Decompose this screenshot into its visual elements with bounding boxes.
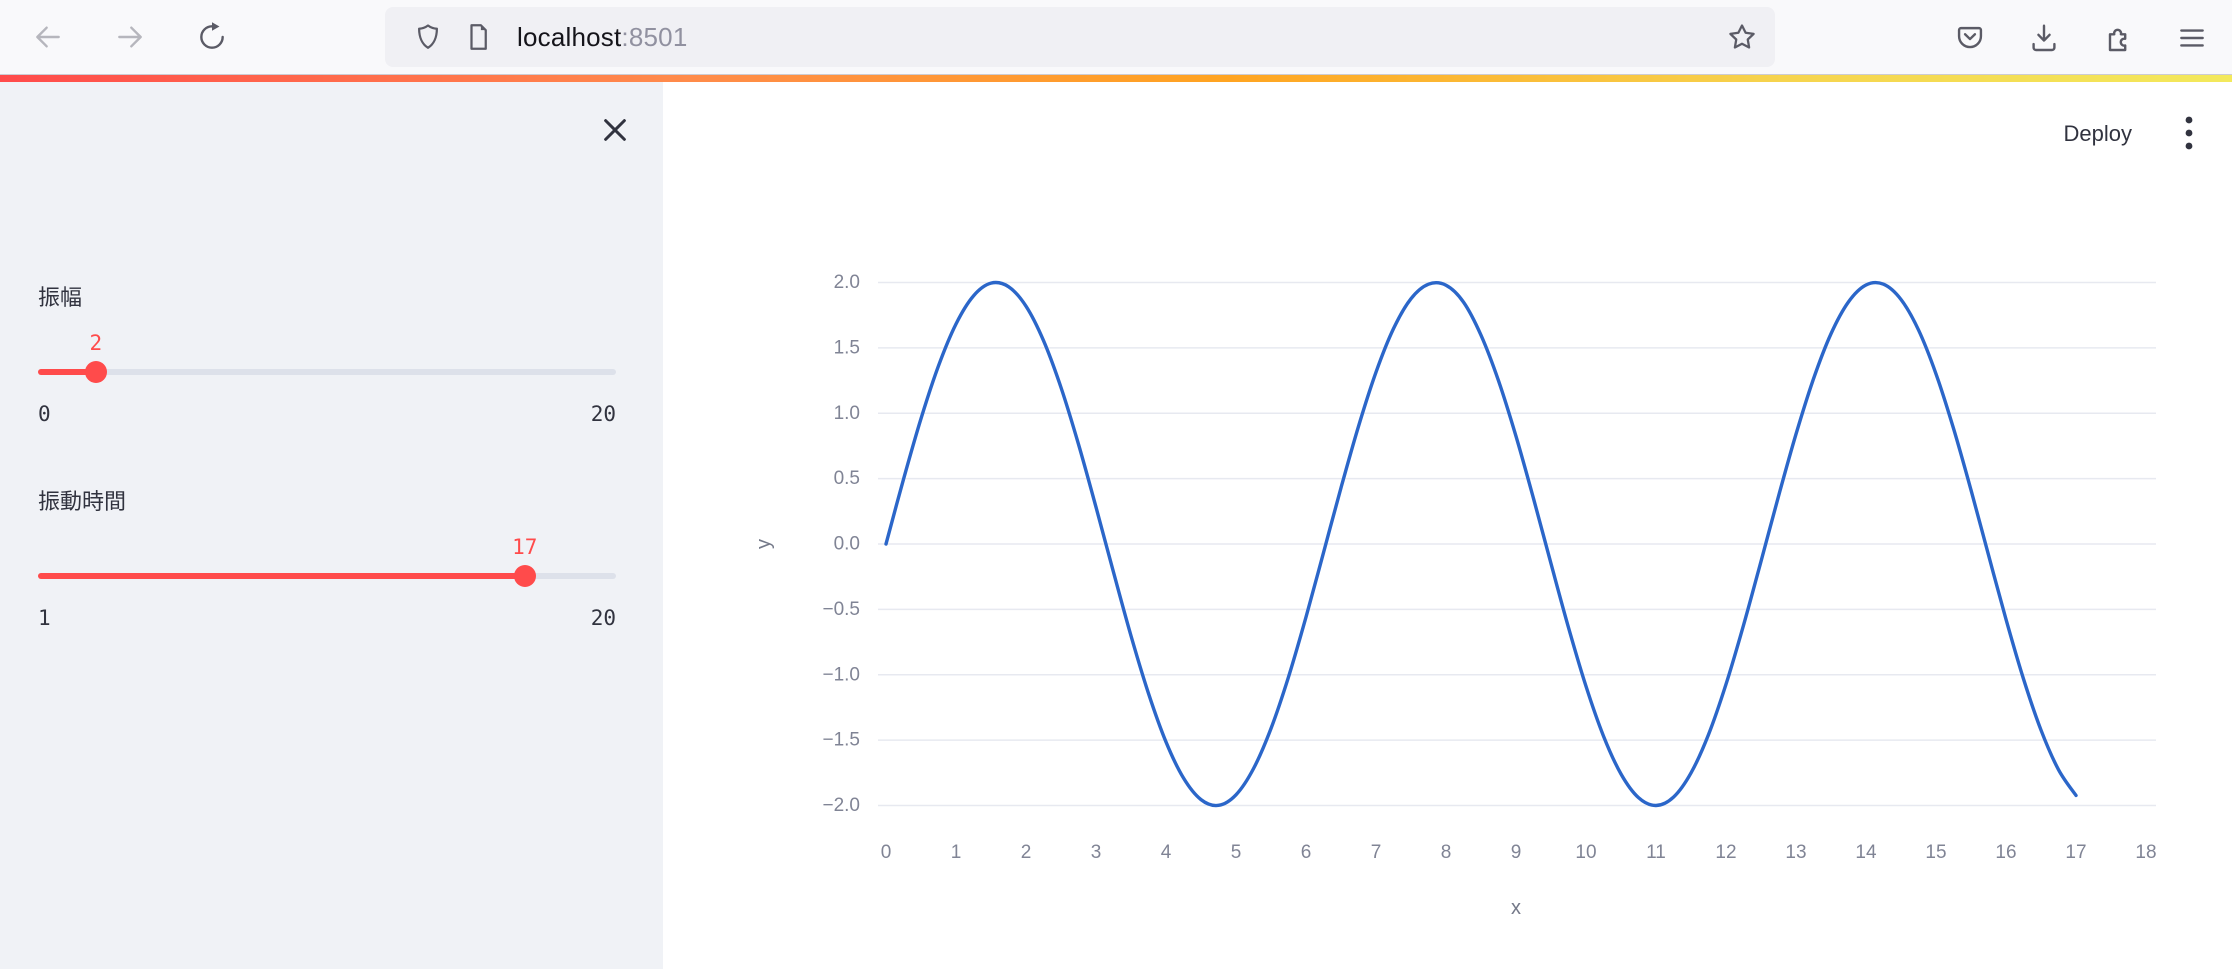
download-icon bbox=[2032, 24, 2056, 51]
slider-duration-track[interactable] bbox=[38, 565, 616, 587]
hamburger-menu-icon bbox=[2180, 28, 2204, 47]
svg-text:−2.0: −2.0 bbox=[822, 795, 860, 816]
svg-text:1.5: 1.5 bbox=[834, 337, 860, 358]
forward-arrow-icon bbox=[118, 26, 142, 48]
svg-text:x: x bbox=[1511, 897, 1521, 919]
nav-buttons bbox=[0, 11, 238, 63]
svg-text:17: 17 bbox=[2065, 842, 2086, 863]
svg-text:9: 9 bbox=[1511, 842, 1522, 863]
svg-text:1.0: 1.0 bbox=[834, 403, 860, 424]
url-text: localhost:8501 bbox=[517, 22, 688, 53]
svg-text:0.0: 0.0 bbox=[834, 534, 860, 555]
svg-text:18: 18 bbox=[2135, 842, 2156, 863]
reload-button[interactable] bbox=[186, 11, 238, 63]
main-content: Deploy 2.0 1.5 1.0 0.5 0.0 −0.5 −1.0 −1.5 −2.0 0 1… bbox=[663, 82, 2232, 969]
toolbar-right bbox=[1944, 0, 2218, 75]
slider-amplitude-value: 2 bbox=[89, 331, 103, 355]
sidebar-close-button[interactable] bbox=[593, 108, 637, 152]
slider-amplitude-minmax: 0 20 bbox=[38, 401, 616, 427]
streamlit-app: 振幅 2 0 20 振動時間 17 bbox=[0, 82, 2232, 969]
slider-amplitude-thumb[interactable] bbox=[84, 361, 107, 383]
svg-text:15: 15 bbox=[1925, 842, 1946, 863]
sidebar: 振幅 2 0 20 振動時間 17 bbox=[0, 82, 663, 969]
svg-text:14: 14 bbox=[1855, 842, 1877, 863]
back-button[interactable] bbox=[22, 11, 74, 63]
extensions-button[interactable] bbox=[2092, 12, 2144, 64]
slider-amplitude-fill bbox=[38, 369, 96, 375]
svg-text:2: 2 bbox=[1021, 842, 1032, 863]
svg-text:−1.0: −1.0 bbox=[822, 664, 860, 685]
svg-text:3: 3 bbox=[1091, 842, 1102, 863]
page-info-icon[interactable] bbox=[463, 22, 493, 52]
browser-toolbar: localhost:8501 bbox=[0, 0, 2232, 75]
app-header: Deploy bbox=[2064, 112, 2202, 156]
svg-text:12: 12 bbox=[1715, 842, 1736, 863]
slider-duration-fill bbox=[38, 573, 525, 579]
svg-text:10: 10 bbox=[1575, 842, 1596, 863]
slider-amplitude-control: 2 bbox=[38, 331, 616, 383]
deploy-button[interactable]: Deploy bbox=[2063, 121, 2132, 146]
shield-icon[interactable] bbox=[413, 22, 443, 52]
bookmark-star-icon[interactable] bbox=[1727, 22, 1757, 52]
svg-text:−1.5: −1.5 bbox=[822, 730, 860, 751]
url-host: localhost bbox=[517, 21, 622, 52]
svg-text:y: y bbox=[753, 539, 775, 549]
svg-text:13: 13 bbox=[1785, 842, 1806, 863]
kebab-menu-icon bbox=[2185, 116, 2193, 150]
url-bar[interactable]: localhost:8501 bbox=[385, 7, 1775, 67]
extensions-puzzle-icon bbox=[2108, 28, 2127, 51]
slider-duration-min: 1 bbox=[38, 606, 51, 630]
forward-button[interactable] bbox=[104, 11, 156, 63]
slider-duration-max: 20 bbox=[590, 606, 616, 630]
app-menu-button[interactable] bbox=[2176, 112, 2202, 156]
sine-wave-chart: 2.01.51.00.50.0−0.5−1.0−1.5−2.00 1 2 3 4 5 6 7 8… bbox=[753, 272, 2157, 919]
slider-amplitude-max: 20 bbox=[590, 402, 616, 426]
reload-icon bbox=[200, 22, 224, 49]
svg-text:5: 5 bbox=[1231, 842, 1242, 863]
slider-duration-control: 17 bbox=[38, 535, 616, 587]
slider-amplitude-label: 振幅 bbox=[38, 285, 83, 310]
slider-amplitude-min: 0 bbox=[38, 402, 51, 426]
url-port: :8501 bbox=[621, 21, 688, 52]
svg-text:4: 4 bbox=[1161, 842, 1172, 863]
svg-text:6: 6 bbox=[1301, 842, 1312, 863]
close-icon bbox=[604, 119, 626, 141]
slider-duration-minmax: 1 20 bbox=[38, 605, 616, 631]
pocket-icon bbox=[1957, 26, 1983, 48]
downloads-button[interactable] bbox=[2018, 12, 2070, 64]
svg-text:2.0: 2.0 bbox=[834, 272, 860, 293]
pocket-button[interactable] bbox=[1944, 12, 1996, 64]
slider-duration-label: 振動時間 bbox=[38, 489, 127, 514]
slider-duration-value: 17 bbox=[512, 535, 538, 559]
slider-amplitude-track[interactable] bbox=[38, 361, 616, 383]
svg-text:8: 8 bbox=[1441, 842, 1452, 863]
svg-text:0: 0 bbox=[881, 842, 892, 863]
slider-duration: 振動時間 17 1 20 bbox=[38, 487, 616, 631]
svg-text:−0.5: −0.5 bbox=[822, 599, 860, 620]
menu-button[interactable] bbox=[2166, 12, 2218, 64]
slider-amplitude: 振幅 2 0 20 bbox=[38, 283, 616, 427]
svg-text:16: 16 bbox=[1995, 842, 2016, 863]
svg-text:11: 11 bbox=[1646, 842, 1666, 863]
decoration-bar bbox=[0, 75, 2232, 82]
svg-text:0.5: 0.5 bbox=[834, 468, 860, 489]
svg-text:1: 1 bbox=[951, 842, 962, 863]
svg-text:7: 7 bbox=[1371, 842, 1382, 863]
back-arrow-icon bbox=[36, 26, 60, 48]
slider-duration-thumb[interactable] bbox=[513, 565, 536, 587]
